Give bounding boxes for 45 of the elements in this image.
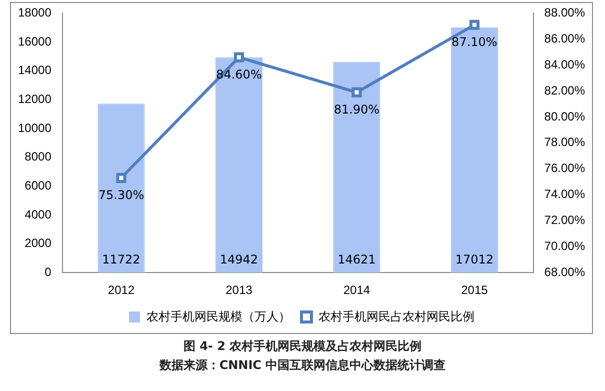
data-label: 11722 — [102, 252, 140, 267]
data-label: 81.90% — [334, 102, 380, 116]
source-note: 数据来源：CNNIC 中国互联网信息中心数据统计调查 — [158, 357, 447, 374]
bar — [215, 57, 263, 273]
data-label: 14621 — [338, 252, 376, 267]
y-tick-label: 10000 — [18, 120, 52, 135]
bar — [450, 27, 498, 273]
x-tick-label: 2014 — [343, 283, 370, 298]
y2-tick-label: 86.00% — [544, 31, 586, 46]
data-label: 87.10% — [452, 35, 498, 49]
y2-tick-label: 68.00% — [544, 264, 586, 279]
y-tick-label: 0 — [44, 264, 52, 279]
y2-tick-label: 82.00% — [544, 83, 586, 98]
y2-tick-label: 76.00% — [544, 161, 586, 176]
y-tick-label: 4000 — [24, 207, 52, 222]
y2-tick-label: 70.00% — [544, 238, 586, 253]
point — [234, 52, 244, 62]
legend-label: 农村手机网民规模（万人） — [146, 309, 290, 324]
y2-tick-label: 88.00% — [544, 6, 586, 20]
y-tick-label: 14000 — [18, 63, 52, 78]
y2-tick-label: 72.00% — [544, 213, 586, 228]
data-label: 84.60% — [216, 67, 262, 82]
bar — [333, 62, 380, 273]
y-tick-label: 8000 — [24, 150, 52, 164]
y-tick-label: 12000 — [18, 92, 52, 106]
y2-tick-label: 80.00% — [544, 109, 586, 124]
data-label: 17012 — [455, 252, 494, 267]
data-label: 75.30% — [98, 188, 144, 202]
point — [469, 20, 480, 30]
y-tick-label: 16000 — [18, 34, 52, 48]
point — [116, 172, 126, 183]
data-label: 14942 — [220, 252, 258, 267]
y2-tick-label: 74.00% — [544, 187, 586, 202]
text: 图 4- 2 农村手机网民规模及占农村网民比例 — [182, 338, 423, 355]
point — [352, 87, 362, 98]
x-tick-label: 2013 — [226, 283, 253, 298]
y-tick-label: 6000 — [24, 178, 52, 192]
x-tick-label: 2012 — [108, 283, 135, 298]
y2-tick-label: 78.00% — [544, 135, 586, 150]
y2-tick-label: 84.00% — [544, 57, 586, 72]
bar — [98, 104, 145, 273]
legend-label: 农村手机网民占农村网民比例 — [318, 309, 474, 324]
y-tick-label: 2000 — [24, 236, 52, 250]
y-tick-label: 18000 — [18, 6, 52, 20]
x-tick-label: 2015 — [461, 283, 488, 298]
